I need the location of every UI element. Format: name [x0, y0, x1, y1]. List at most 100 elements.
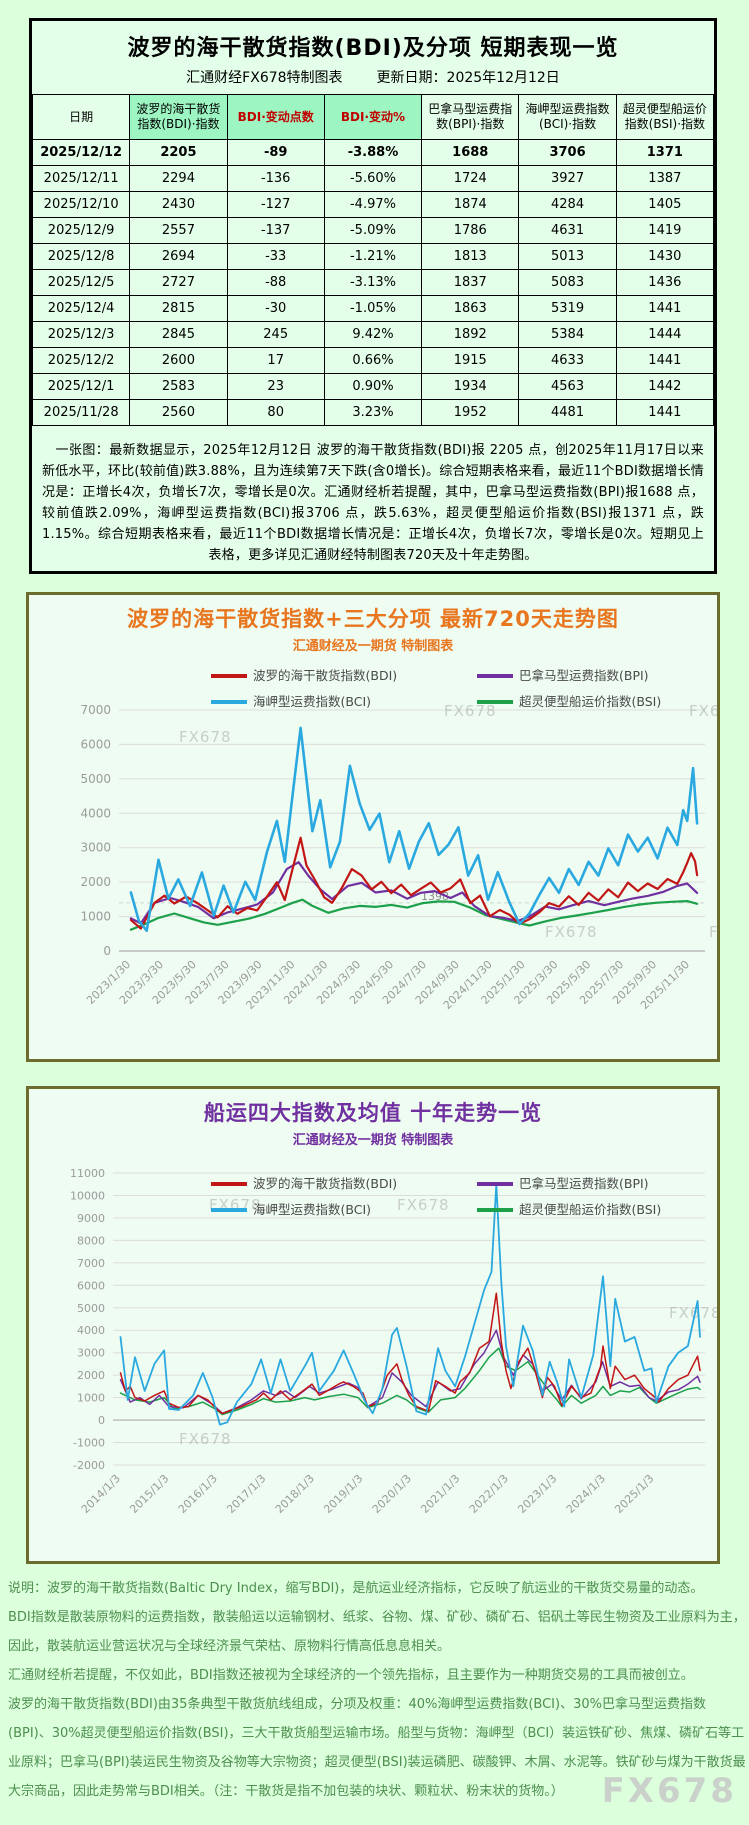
x-axis-label: 2018/1/3 [273, 1472, 317, 1516]
y-axis-label: 2000 [80, 875, 111, 889]
y-axis-label: 5000 [77, 1302, 105, 1315]
chart-720d-panel: 波罗的海干散货指数+三大分项 最新720天走势图 汇通财经及一期货 特制图表 7… [26, 592, 720, 1062]
table-cell: -127 [226, 191, 325, 218]
table-cell: 0.90% [323, 373, 423, 400]
table-cell: 4563 [518, 373, 617, 400]
table-cell: 2025/12/8 [31, 243, 131, 270]
table-row: 2025/12/9 2557 -137 -5.09% 1786 4631 1419 [31, 217, 715, 244]
y-axis-label: 4000 [77, 1324, 105, 1337]
table-cell: 4633 [518, 347, 617, 374]
table-cell: -88 [226, 269, 325, 296]
table-row: 2025/12/12 2205 -89 -3.88% 1688 3706 1371 [31, 139, 715, 166]
fx678-watermark: FX678 [689, 702, 717, 720]
table-cell: 80 [226, 399, 325, 426]
table-cell: 1915 [421, 347, 520, 374]
table-cell: 1786 [421, 217, 520, 244]
table-cell: 2694 [129, 243, 228, 270]
table-cell: -137 [226, 217, 325, 244]
fx678-watermark: FX678 [669, 1304, 717, 1322]
table-cell: 5319 [518, 295, 617, 322]
column-header: BDI·变动% [323, 94, 423, 140]
fx678-watermark: FX678 [601, 1771, 737, 1811]
x-axis-label: 2019/1/3 [321, 1472, 365, 1516]
update-date: 更新日期：2025年12月12日 [376, 70, 560, 86]
legend-label: 超灵便型船运价指数(BSI) [519, 1202, 661, 1217]
table-cell: 1430 [615, 243, 715, 270]
table-cell: -5.09% [323, 217, 423, 244]
table-cell: 1441 [615, 295, 715, 322]
series-line-3 [129, 726, 699, 933]
table-cell: 4481 [518, 399, 617, 426]
fx678-watermark: FX678 [545, 923, 598, 941]
table-row: 2025/12/8 2694 -33 -1.21% 1813 5013 1430 [31, 243, 715, 270]
y-axis-label: 9000 [77, 1212, 105, 1225]
column-header: 巴拿马型运费指数(BPI)·指数 [421, 94, 520, 140]
short-term-table-panel: 波罗的海干散货指数(BDI)及分项 短期表现一览 汇通财经FX678特制图表 更新… [29, 18, 717, 574]
table-cell: 1934 [421, 373, 520, 400]
table-cell: 1952 [421, 399, 520, 426]
y-axis-label: 1000 [80, 910, 111, 924]
table-cell: 2845 [129, 321, 228, 348]
table-cell: 3927 [518, 165, 617, 192]
explanation-paragraph: 说明：波罗的海干散货指数(Baltic Dry Index，缩写BDI)，是航运… [8, 1581, 704, 1596]
legend-label: 波罗的海干散货指数(BDI) [253, 1176, 397, 1191]
fx678-watermark: FX678 [709, 923, 717, 941]
table-cell: -89 [226, 139, 325, 166]
legend-label: 巴拿马型运费指数(BPI) [519, 668, 649, 683]
table-cell: -1.21% [323, 243, 423, 270]
series-line-3 [119, 1183, 701, 1426]
table-cell: -33 [226, 243, 325, 270]
table-cell: 1419 [615, 217, 715, 244]
table-cell: 2025/12/2 [31, 347, 131, 374]
table-cell: 4631 [518, 217, 617, 244]
table-row: 2025/12/10 2430 -127 -4.97% 1874 4284 1405 [31, 191, 715, 218]
explanation-text: 说明：波罗的海干散货指数(Baltic Dry Index，缩写BDI)，是航运… [0, 1574, 749, 1825]
explanation-paragraph: 波罗的海干散货指数(BDI)由35条典型干散货航线组成，分项及权重：40%海岬型… [8, 1697, 746, 1799]
table-cell: 1724 [421, 165, 520, 192]
y-axis-label: 6000 [80, 737, 111, 751]
table-cell: 2025/11/28 [31, 399, 131, 426]
x-axis-label: 2025/1/3 [612, 1472, 656, 1516]
table-cell: 1371 [615, 139, 715, 166]
table-cell: 1441 [615, 399, 715, 426]
table-row: 2025/11/28 2560 80 3.23% 1952 4481 1441 [31, 399, 715, 426]
x-axis-label: 2022/1/3 [467, 1472, 511, 1516]
table-cell: 23 [226, 373, 325, 400]
table-cell: 1892 [421, 321, 520, 348]
series-line-2 [129, 861, 699, 925]
x-axis-label: 2017/1/3 [224, 1472, 268, 1516]
table-cell: -4.97% [323, 191, 423, 218]
column-header: 超灵便型船运价指数(BSI)·指数 [615, 94, 715, 140]
y-axis-label: 6000 [77, 1279, 105, 1292]
table-cell: 1405 [615, 191, 715, 218]
table-cell: 2025/12/4 [31, 295, 131, 322]
bdi-short-term-table: 日期 波罗的海干散货指数(BDI)·指数 BDI·变动点数 BDI·变动% 巴拿马型运费… [31, 94, 715, 426]
table-cell: 2205 [129, 139, 228, 166]
table-cell: 2557 [129, 217, 228, 244]
table-row: 2025/12/3 2845 245 9.42% 1892 5384 1444 [31, 321, 715, 348]
table-cell: 2025/12/5 [31, 269, 131, 296]
fx678-watermark: FX678 [179, 1430, 232, 1448]
chart-10y-subtitle: 汇通财经及一期货 特制图表 [292, 1133, 454, 1148]
table-header: 日期 波罗的海干散货指数(BDI)·指数 BDI·变动点数 BDI·变动% 巴拿马型运费… [31, 94, 715, 140]
y-axis-label: 2000 [77, 1369, 105, 1382]
table-cell: 2025/12/9 [31, 217, 131, 244]
table-cell: 1874 [421, 191, 520, 218]
chart-10y-panel: 船运四大指数及均值 十年走势一览 汇通财经及一期货 特制图表 11000 1000… [26, 1086, 720, 1564]
table-cell: 1441 [615, 347, 715, 374]
table-cell: 2294 [129, 165, 228, 192]
y-axis-label: 7000 [80, 703, 111, 717]
table-cell: -136 [226, 165, 325, 192]
table-subtitle: 汇通财经FX678特制图表 更新日期：2025年12月12日 [32, 67, 714, 87]
table-cell: 2430 [129, 191, 228, 218]
y-axis-label: 11000 [70, 1167, 105, 1180]
table-cell: -5.60% [323, 165, 423, 192]
table-row: 2025/12/5 2727 -88 -3.13% 1837 5083 1436 [31, 269, 715, 296]
legend-label: 超灵便型船运价指数(BSI) [519, 694, 661, 709]
page-title: 波罗的海干散货指数(BDI)及分项 短期表现一览 [127, 36, 619, 61]
column-header: 日期 [31, 94, 131, 140]
fx678-watermark: FX678 [444, 702, 497, 720]
legend-label: 海岬型运费指数(BCI) [253, 694, 371, 709]
explanation-paragraph: 汇通财经析若提醒，不仅如此，BDI指数还被视为全球经济的一个领先指标，且主要作为… [8, 1668, 694, 1683]
x-axis-label: 2020/1/3 [370, 1472, 414, 1516]
